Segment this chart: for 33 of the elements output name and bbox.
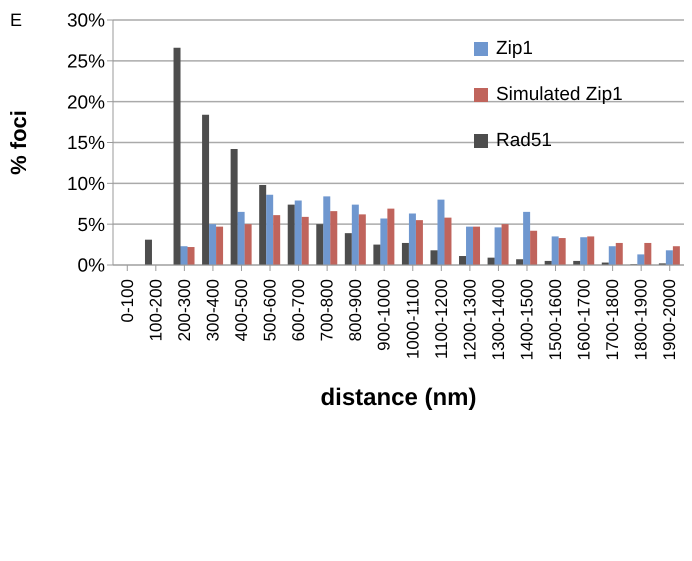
x-tick-label: 1500-1600 xyxy=(546,279,566,360)
text: E xyxy=(10,10,22,31)
y-tick-label: 0% xyxy=(78,256,106,277)
y-tick-label: 25% xyxy=(66,52,106,73)
x-tick-label: 1700-1800 xyxy=(603,279,622,360)
x-tick-label: 200-300 xyxy=(174,279,194,342)
y-tick-label: 10% xyxy=(66,174,106,196)
legend-label: Simulated Zip1 xyxy=(496,84,623,106)
legend-label: Rad51 xyxy=(496,130,552,152)
y-tick-label: 15% xyxy=(66,133,106,154)
x-tick-label: 1900-2000 xyxy=(660,279,680,360)
y-tick-label: 20% xyxy=(66,92,106,114)
x-tick-label: 1000-1100 xyxy=(403,279,422,360)
x-tick-label: 1300-1400 xyxy=(488,279,508,360)
x-tick-label: 400-500 xyxy=(232,279,251,342)
y-tick-label: 5% xyxy=(78,214,106,236)
x-tick-label: 1100-1200 xyxy=(432,279,451,360)
x-tick-label: 1200-1300 xyxy=(460,279,480,360)
x-tick-label: 500-600 xyxy=(260,279,280,342)
x-tick-label: 900-1000 xyxy=(374,279,394,351)
x-tick-label: 100-200 xyxy=(146,279,166,342)
x-tick-label: 1800-1900 xyxy=(632,279,651,360)
x-tick-label: 1600-1700 xyxy=(574,279,594,360)
x-tick-label: 600-700 xyxy=(289,279,308,342)
x-tick-label: 700-800 xyxy=(318,279,337,342)
x-tick-label: 300-400 xyxy=(203,279,222,342)
x-tick-label: 800-900 xyxy=(346,279,366,342)
x-tick-label: 1400-1500 xyxy=(517,279,536,360)
y-axis-title: % foci xyxy=(6,110,31,175)
legend-label: Zip1 xyxy=(496,38,533,60)
x-tick-label: 0-100 xyxy=(118,279,137,322)
y-tick-label: 30% xyxy=(66,10,106,32)
x-axis-title: distance (nm) xyxy=(320,384,477,411)
